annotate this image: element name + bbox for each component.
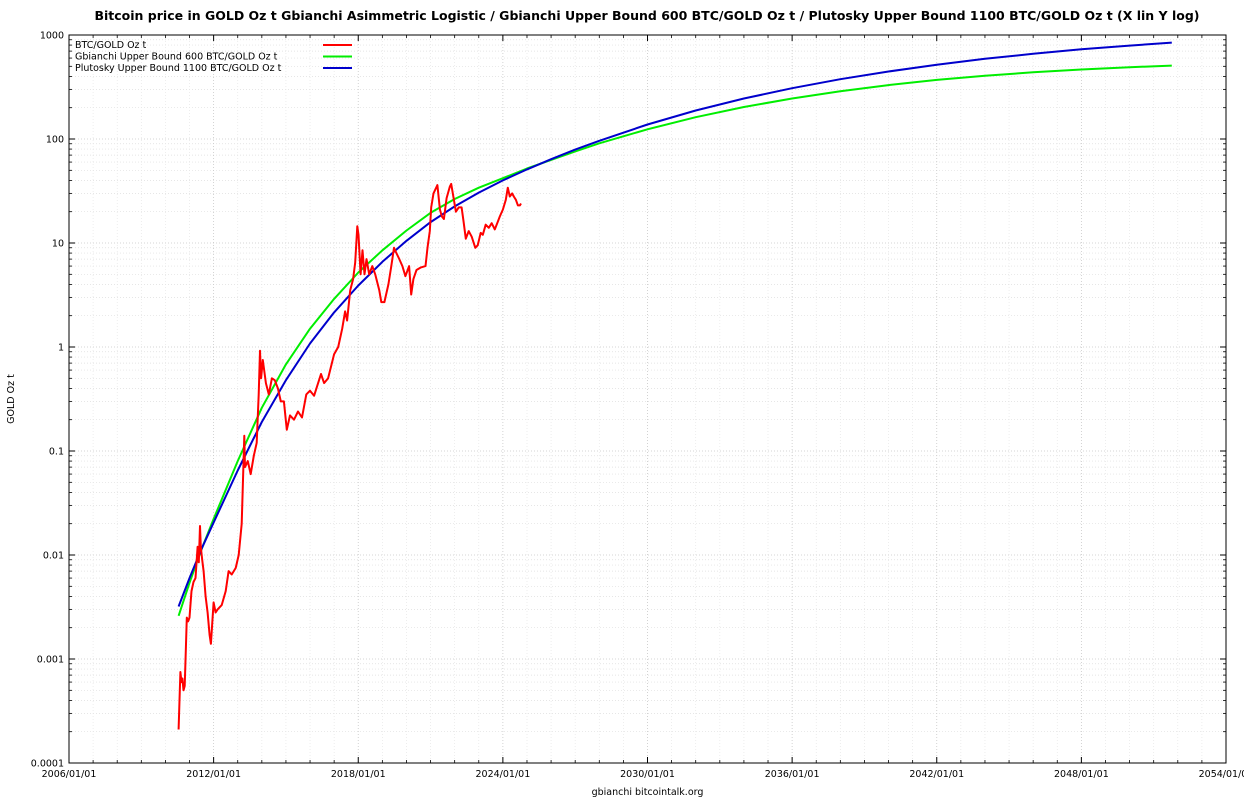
grid [68,35,1227,764]
series-line-2 [177,64,1172,617]
series-line-1 [177,182,522,730]
x-axis-label: gbianchi bitcointalk.org [592,787,704,798]
x-tick-label: 2036/01/01 [765,769,820,780]
x-tick-label: 2024/01/01 [475,769,530,780]
y-tick-label: 0.1 [49,447,64,458]
x-tick-label: 2018/01/01 [331,769,386,780]
legend-label: Gbianchi Upper Bound 600 BTC/GOLD Oz t [75,52,278,63]
series-layer [177,41,1172,730]
x-tick-label: 2048/01/01 [1054,769,1109,780]
legend-label: BTC/GOLD Oz t [75,40,147,51]
x-tick-label: 2006/01/01 [42,769,97,780]
y-tick-label: 0.01 [43,551,64,562]
x-tick-label: 2012/01/01 [186,769,241,780]
y-tick-label: 1000 [40,31,64,42]
y-tick-label: 1 [58,343,64,354]
x-tick-label: 2042/01/01 [909,769,964,780]
y-axis-label: GOLD Oz t [6,374,17,424]
y-tick-label: 100 [46,135,64,146]
axis-ticks: 0.0001 0.001 0.01 0.1 1 10 100 1000 2006/01/01 20… [31,31,1244,781]
y-tick-label: 0.001 [37,655,64,666]
x-tick-label: 2054/01/01 [1199,769,1244,780]
x-tick-label: 2030/01/01 [620,769,675,780]
y-tick-label: 10 [52,239,64,250]
legend-label: Plutosky Upper Bound 1100 BTC/GOLD Oz t [75,63,282,74]
y-tick-label: 0.0001 [31,759,64,770]
chart-title: Bitcoin price in GOLD Oz t Gbianchi Asim… [94,8,1200,23]
series-line-3 [177,41,1172,607]
